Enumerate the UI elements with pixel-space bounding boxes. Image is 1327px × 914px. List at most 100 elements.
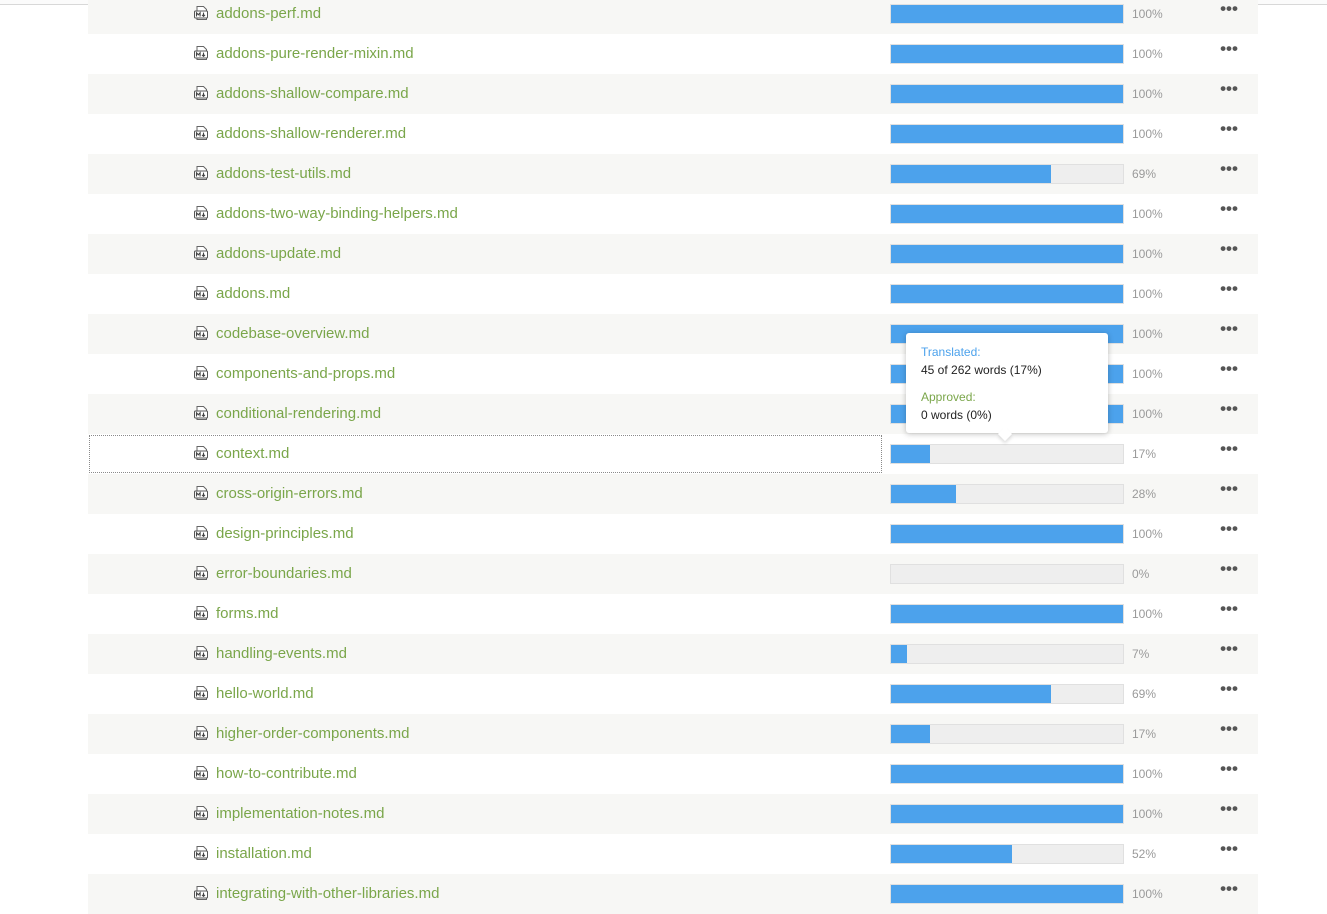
- more-dots-icon[interactable]: •••: [1220, 439, 1238, 458]
- translation-progress-bar: [890, 524, 1124, 544]
- file-row[interactable]: cross-origin-errors.md 28% •••: [88, 474, 1258, 514]
- more-dots-icon[interactable]: •••: [1220, 559, 1238, 578]
- file-name-link[interactable]: addons-two-way-binding-helpers.md: [216, 205, 458, 222]
- progress-percent: 100%: [1132, 327, 1163, 341]
- file-row[interactable]: addons-shallow-compare.md 100% •••: [88, 74, 1258, 114]
- translation-progress-fill: [891, 205, 1123, 223]
- progress-percent: 100%: [1132, 767, 1163, 781]
- file-row[interactable]: addons-two-way-binding-helpers.md 100% •••: [88, 194, 1258, 234]
- file-row[interactable]: integrating-with-other-libraries.md 100% •…: [88, 874, 1258, 914]
- more-dots-icon[interactable]: •••: [1220, 679, 1238, 698]
- more-dots-icon[interactable]: •••: [1220, 159, 1238, 178]
- file-row[interactable]: addons-pure-render-mixin.md 100% •••: [88, 34, 1258, 74]
- file-row[interactable]: implementation-notes.md 100% •••: [88, 794, 1258, 834]
- markdown-file-icon: [194, 326, 208, 340]
- file-name-link[interactable]: handling-events.md: [216, 645, 347, 662]
- file-name-link[interactable]: hello-world.md: [216, 685, 314, 702]
- progress-percent: 100%: [1132, 87, 1163, 101]
- translation-progress-fill: [891, 605, 1123, 623]
- file-row[interactable]: installation.md 52% •••: [88, 834, 1258, 874]
- translation-progress-bar: [890, 764, 1124, 784]
- file-row[interactable]: addons.md 100% •••: [88, 274, 1258, 314]
- more-dots-icon[interactable]: •••: [1220, 0, 1238, 18]
- translation-progress-bar: [890, 644, 1124, 664]
- file-row[interactable]: handling-events.md 7% •••: [88, 634, 1258, 674]
- more-dots-icon[interactable]: •••: [1220, 599, 1238, 618]
- translation-progress-bar: [890, 84, 1124, 104]
- translation-progress-fill: [891, 125, 1123, 143]
- file-row[interactable]: forms.md 100% •••: [88, 594, 1258, 634]
- file-row[interactable]: addons-shallow-renderer.md 100% •••: [88, 114, 1258, 154]
- file-name-link[interactable]: forms.md: [216, 605, 279, 622]
- translation-progress-bar: [890, 444, 1124, 464]
- file-name-link[interactable]: codebase-overview.md: [216, 325, 370, 342]
- file-name-link[interactable]: higher-order-components.md: [216, 725, 410, 742]
- progress-percent: 100%: [1132, 887, 1163, 901]
- file-name-link[interactable]: addons-perf.md: [216, 5, 322, 22]
- file-name-link[interactable]: error-boundaries.md: [216, 565, 352, 582]
- progress-percent: 100%: [1132, 407, 1163, 421]
- file-name-link[interactable]: context.md: [216, 445, 290, 462]
- file-name-link[interactable]: addons.md: [216, 285, 291, 302]
- file-name-link[interactable]: design-principles.md: [216, 525, 354, 542]
- file-name-link[interactable]: integrating-with-other-libraries.md: [216, 885, 440, 902]
- more-dots-icon[interactable]: •••: [1220, 359, 1238, 378]
- markdown-file-icon: [194, 606, 208, 620]
- file-name-link[interactable]: addons-update.md: [216, 245, 342, 262]
- translation-progress-bar: [890, 564, 1124, 584]
- file-row[interactable]: addons-test-utils.md 69% •••: [88, 154, 1258, 194]
- file-name-link[interactable]: installation.md: [216, 845, 312, 862]
- file-row[interactable]: hello-world.md 69% •••: [88, 674, 1258, 714]
- progress-percent: 69%: [1132, 167, 1157, 181]
- file-name-link[interactable]: components-and-props.md: [216, 365, 396, 382]
- more-dots-icon[interactable]: •••: [1220, 839, 1238, 858]
- more-dots-icon[interactable]: •••: [1220, 799, 1238, 818]
- file-name-link[interactable]: how-to-contribute.md: [216, 765, 357, 782]
- more-dots-icon[interactable]: •••: [1220, 879, 1238, 898]
- markdown-file-icon: [194, 766, 208, 780]
- progress-percent: 100%: [1132, 127, 1163, 141]
- more-dots-icon[interactable]: •••: [1220, 199, 1238, 218]
- file-name-link[interactable]: addons-pure-render-mixin.md: [216, 45, 414, 62]
- more-dots-icon[interactable]: •••: [1220, 279, 1238, 298]
- file-row[interactable]: error-boundaries.md 0% •••: [88, 554, 1258, 594]
- file-row[interactable]: how-to-contribute.md 100% •••: [88, 754, 1258, 794]
- progress-percent: 0%: [1132, 567, 1150, 581]
- file-name-link[interactable]: conditional-rendering.md: [216, 405, 382, 422]
- progress-tooltip: Translated: 45 of 262 words (17%) Approv…: [906, 333, 1108, 433]
- more-dots-icon[interactable]: •••: [1220, 119, 1238, 138]
- file-name-link[interactable]: implementation-notes.md: [216, 805, 385, 822]
- markdown-file-icon: [194, 686, 208, 700]
- file-name-link[interactable]: addons-shallow-renderer.md: [216, 125, 407, 142]
- more-dots-icon[interactable]: •••: [1220, 479, 1238, 498]
- translation-progress-fill: [891, 45, 1123, 63]
- file-row[interactable]: design-principles.md 100% •••: [88, 514, 1258, 554]
- markdown-file-icon: [194, 406, 208, 420]
- more-dots-icon[interactable]: •••: [1220, 719, 1238, 738]
- file-row[interactable]: addons-perf.md 100% •••: [88, 0, 1258, 34]
- file-row[interactable]: addons-update.md 100% •••: [88, 234, 1258, 274]
- translation-progress-fill: [891, 165, 1052, 183]
- file-name-link[interactable]: cross-origin-errors.md: [216, 485, 363, 502]
- more-dots-icon[interactable]: •••: [1220, 519, 1238, 538]
- file-name-link[interactable]: addons-test-utils.md: [216, 165, 352, 182]
- file-list: addons-perf.md 100% ••• addons-pure-render-…: [88, 0, 1258, 914]
- more-dots-icon[interactable]: •••: [1220, 639, 1238, 658]
- tooltip-translated-value: 45 of 262 words (17%): [921, 363, 1042, 377]
- translation-progress-fill: [891, 245, 1123, 263]
- markdown-file-icon: [194, 886, 208, 900]
- translation-progress-bar: [890, 44, 1124, 64]
- more-dots-icon[interactable]: •••: [1220, 79, 1238, 98]
- more-dots-icon[interactable]: •••: [1220, 319, 1238, 338]
- translation-progress-bar: [890, 884, 1124, 904]
- more-dots-icon[interactable]: •••: [1220, 239, 1238, 258]
- more-dots-icon[interactable]: •••: [1220, 759, 1238, 778]
- markdown-file-icon: [194, 646, 208, 660]
- more-dots-icon[interactable]: •••: [1220, 399, 1238, 418]
- translation-progress-bar: [890, 804, 1124, 824]
- more-dots-icon[interactable]: •••: [1220, 39, 1238, 58]
- file-row[interactable]: higher-order-components.md 17% •••: [88, 714, 1258, 754]
- file-row[interactable]: context.md 17% •••: [88, 434, 1258, 474]
- translation-progress-fill: [891, 525, 1123, 543]
- file-name-link[interactable]: addons-shallow-compare.md: [216, 85, 409, 102]
